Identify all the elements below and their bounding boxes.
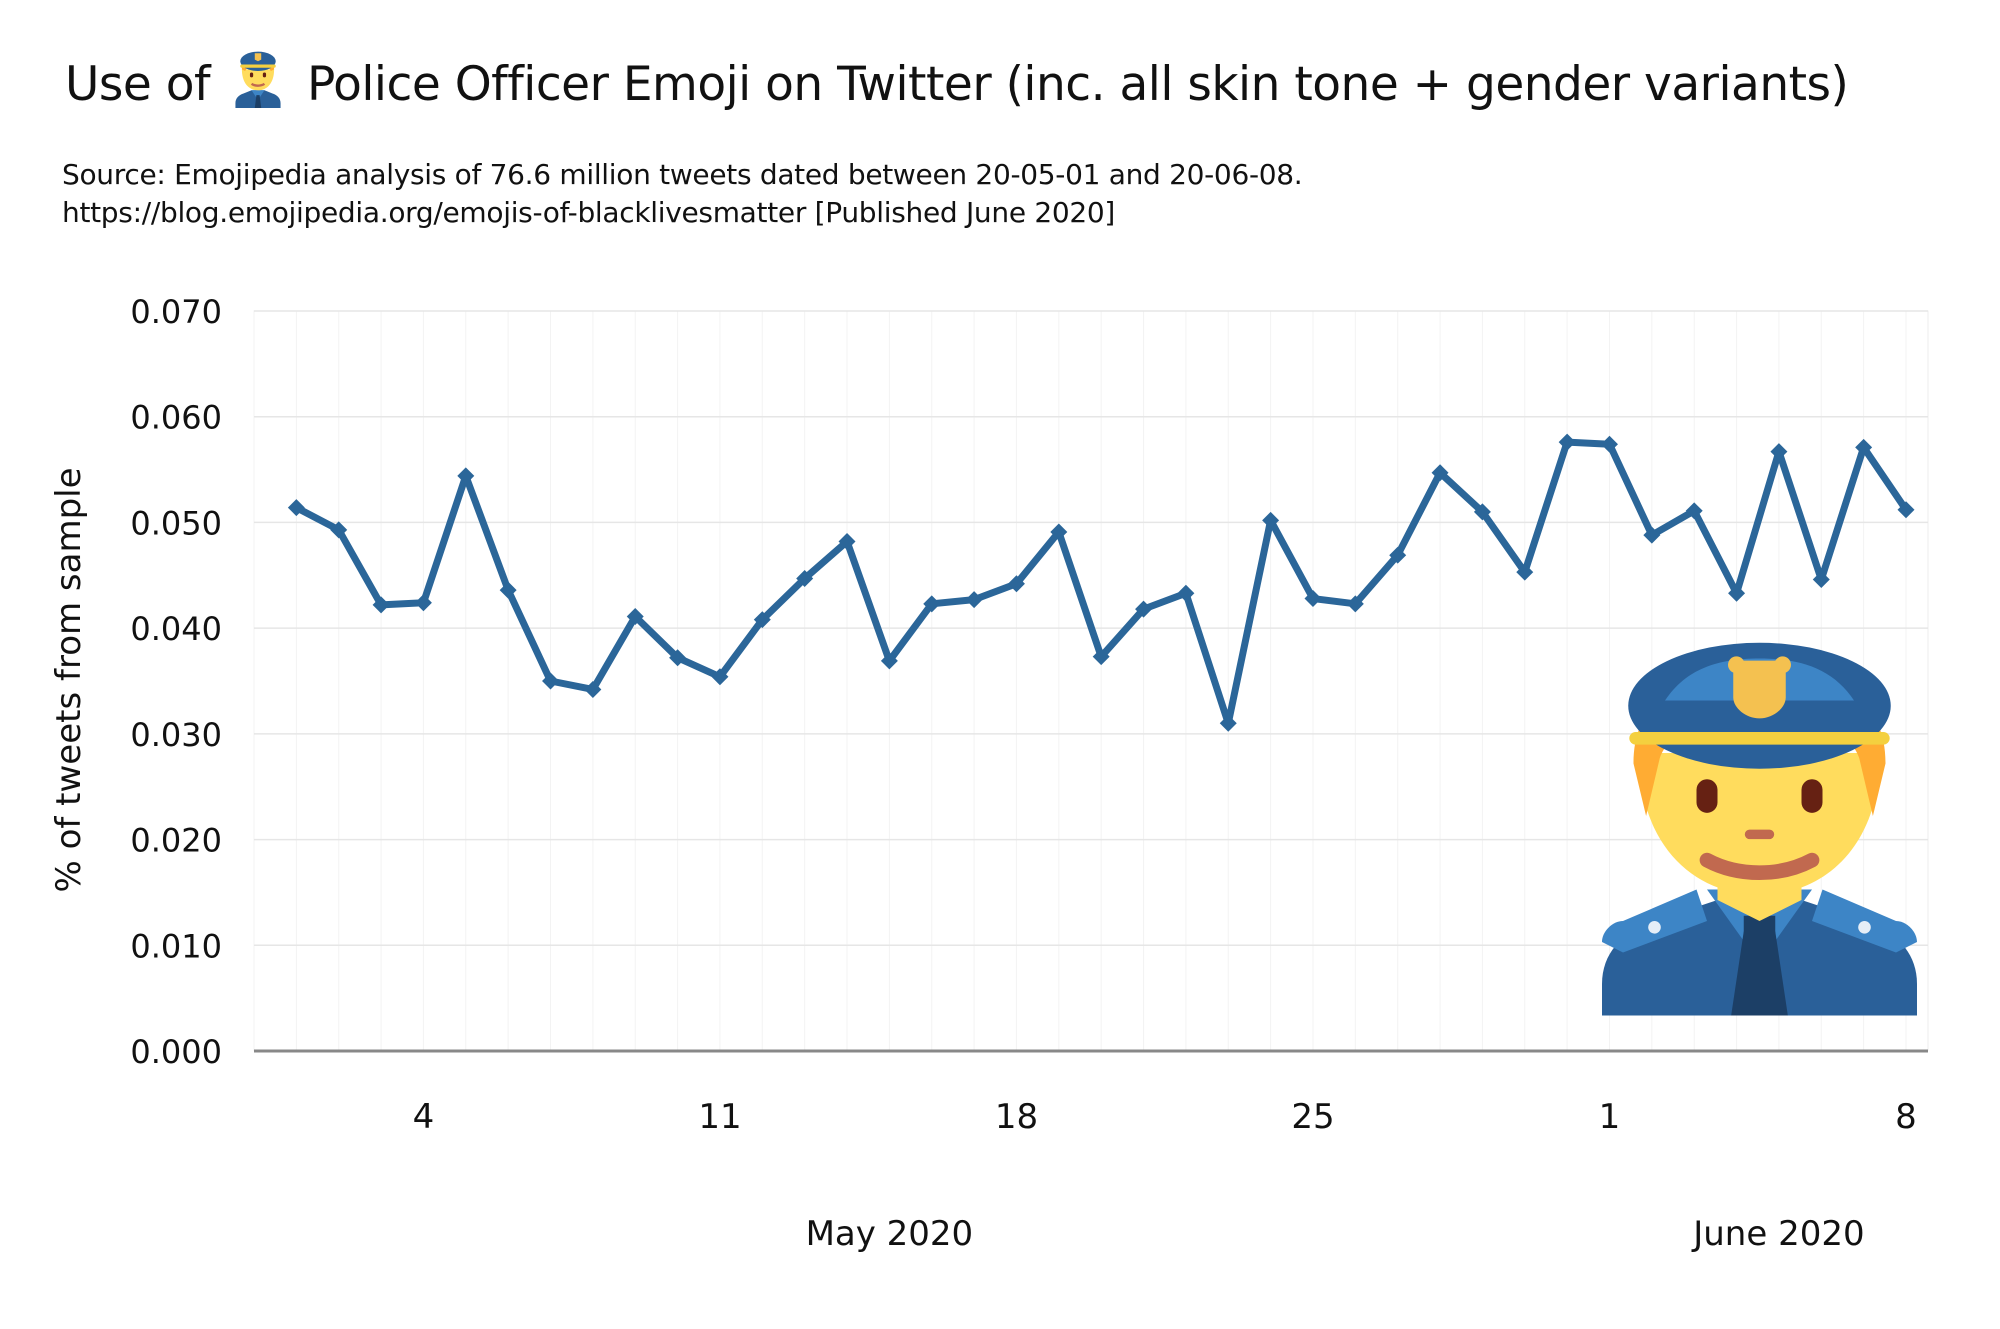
data-point: [1516, 563, 1534, 581]
data-point: [1092, 648, 1110, 666]
data-point: [1812, 571, 1830, 588]
data-point: [838, 532, 856, 550]
data-point: [626, 608, 644, 625]
data-point: [414, 594, 432, 612]
title-suffix: Police Officer Emoji on Twitter (inc. al…: [306, 57, 1849, 112]
month-label: June 2020: [1691, 1214, 1864, 1254]
x-tick-label: 25: [1291, 1097, 1334, 1137]
data-point: [880, 652, 898, 670]
y-tick-label: 0.070: [130, 293, 222, 331]
police-officer-emoji-icon: [1602, 642, 1917, 1016]
y-tick-label: 0.060: [130, 399, 222, 437]
title-prefix: Use of: [65, 57, 211, 112]
data-point: [1007, 575, 1025, 593]
month-labels: May 2020 June 2020: [806, 1214, 1865, 1254]
x-tick-label: 1: [1599, 1097, 1621, 1137]
data-point: [1728, 584, 1746, 602]
data-point: [1050, 523, 1068, 541]
x-tick-label: 8: [1895, 1097, 1917, 1137]
y-tick-label: 0.020: [130, 822, 222, 860]
data-point: [796, 569, 814, 587]
data-point: [330, 521, 348, 539]
x-tick-label: 11: [698, 1097, 741, 1137]
y-tick-label: 0.050: [130, 504, 222, 542]
subtitle-url-line: https://blog.emojipedia.org/emojis-of-bl…: [62, 196, 1116, 229]
data-point: [457, 467, 475, 485]
series-group: [287, 433, 1915, 732]
data-point: [1389, 546, 1407, 564]
data-point: [1219, 714, 1237, 732]
chart-subtitle: Source: Emojipedia analysis of 76.6 mill…: [62, 156, 1303, 232]
data-point: [1262, 511, 1280, 529]
data-point: [1643, 526, 1661, 544]
police-officer-emoji-icon: [234, 51, 281, 108]
data-point: [965, 591, 983, 609]
data-point: [923, 595, 941, 613]
y-tick-label: 0.010: [130, 927, 222, 965]
x-tick-labels: 4 11 18 25 1 8: [413, 1097, 1917, 1137]
x-tick-label: 4: [413, 1097, 435, 1137]
y-tick-label: 0.000: [130, 1033, 222, 1071]
data-point: [1304, 590, 1322, 608]
data-point: [372, 596, 390, 614]
data-point: [1135, 600, 1153, 618]
data-point: [584, 680, 602, 698]
y-tick-label: 0.040: [130, 610, 222, 648]
y-axis-label: % of tweets from sample: [49, 467, 89, 892]
data-point: [499, 581, 517, 599]
subtitle-source-line: Source: Emojipedia analysis of 76.6 mill…: [62, 158, 1303, 191]
x-tick-label: 18: [995, 1097, 1038, 1137]
data-point: [669, 649, 687, 667]
y-tick-label: 0.030: [130, 716, 222, 754]
month-label: May 2020: [806, 1214, 974, 1254]
data-point: [753, 611, 771, 629]
data-point: [542, 672, 559, 690]
data-point: [1346, 595, 1364, 613]
data-point: [1177, 584, 1195, 602]
data-point: [711, 668, 729, 686]
chart-title: Use of Police Officer Emoji on Twitter (…: [65, 50, 1849, 112]
y-tick-labels: 0.000 0.010 0.020 0.030 0.040 0.050 0.060 0.070: [130, 293, 222, 1071]
